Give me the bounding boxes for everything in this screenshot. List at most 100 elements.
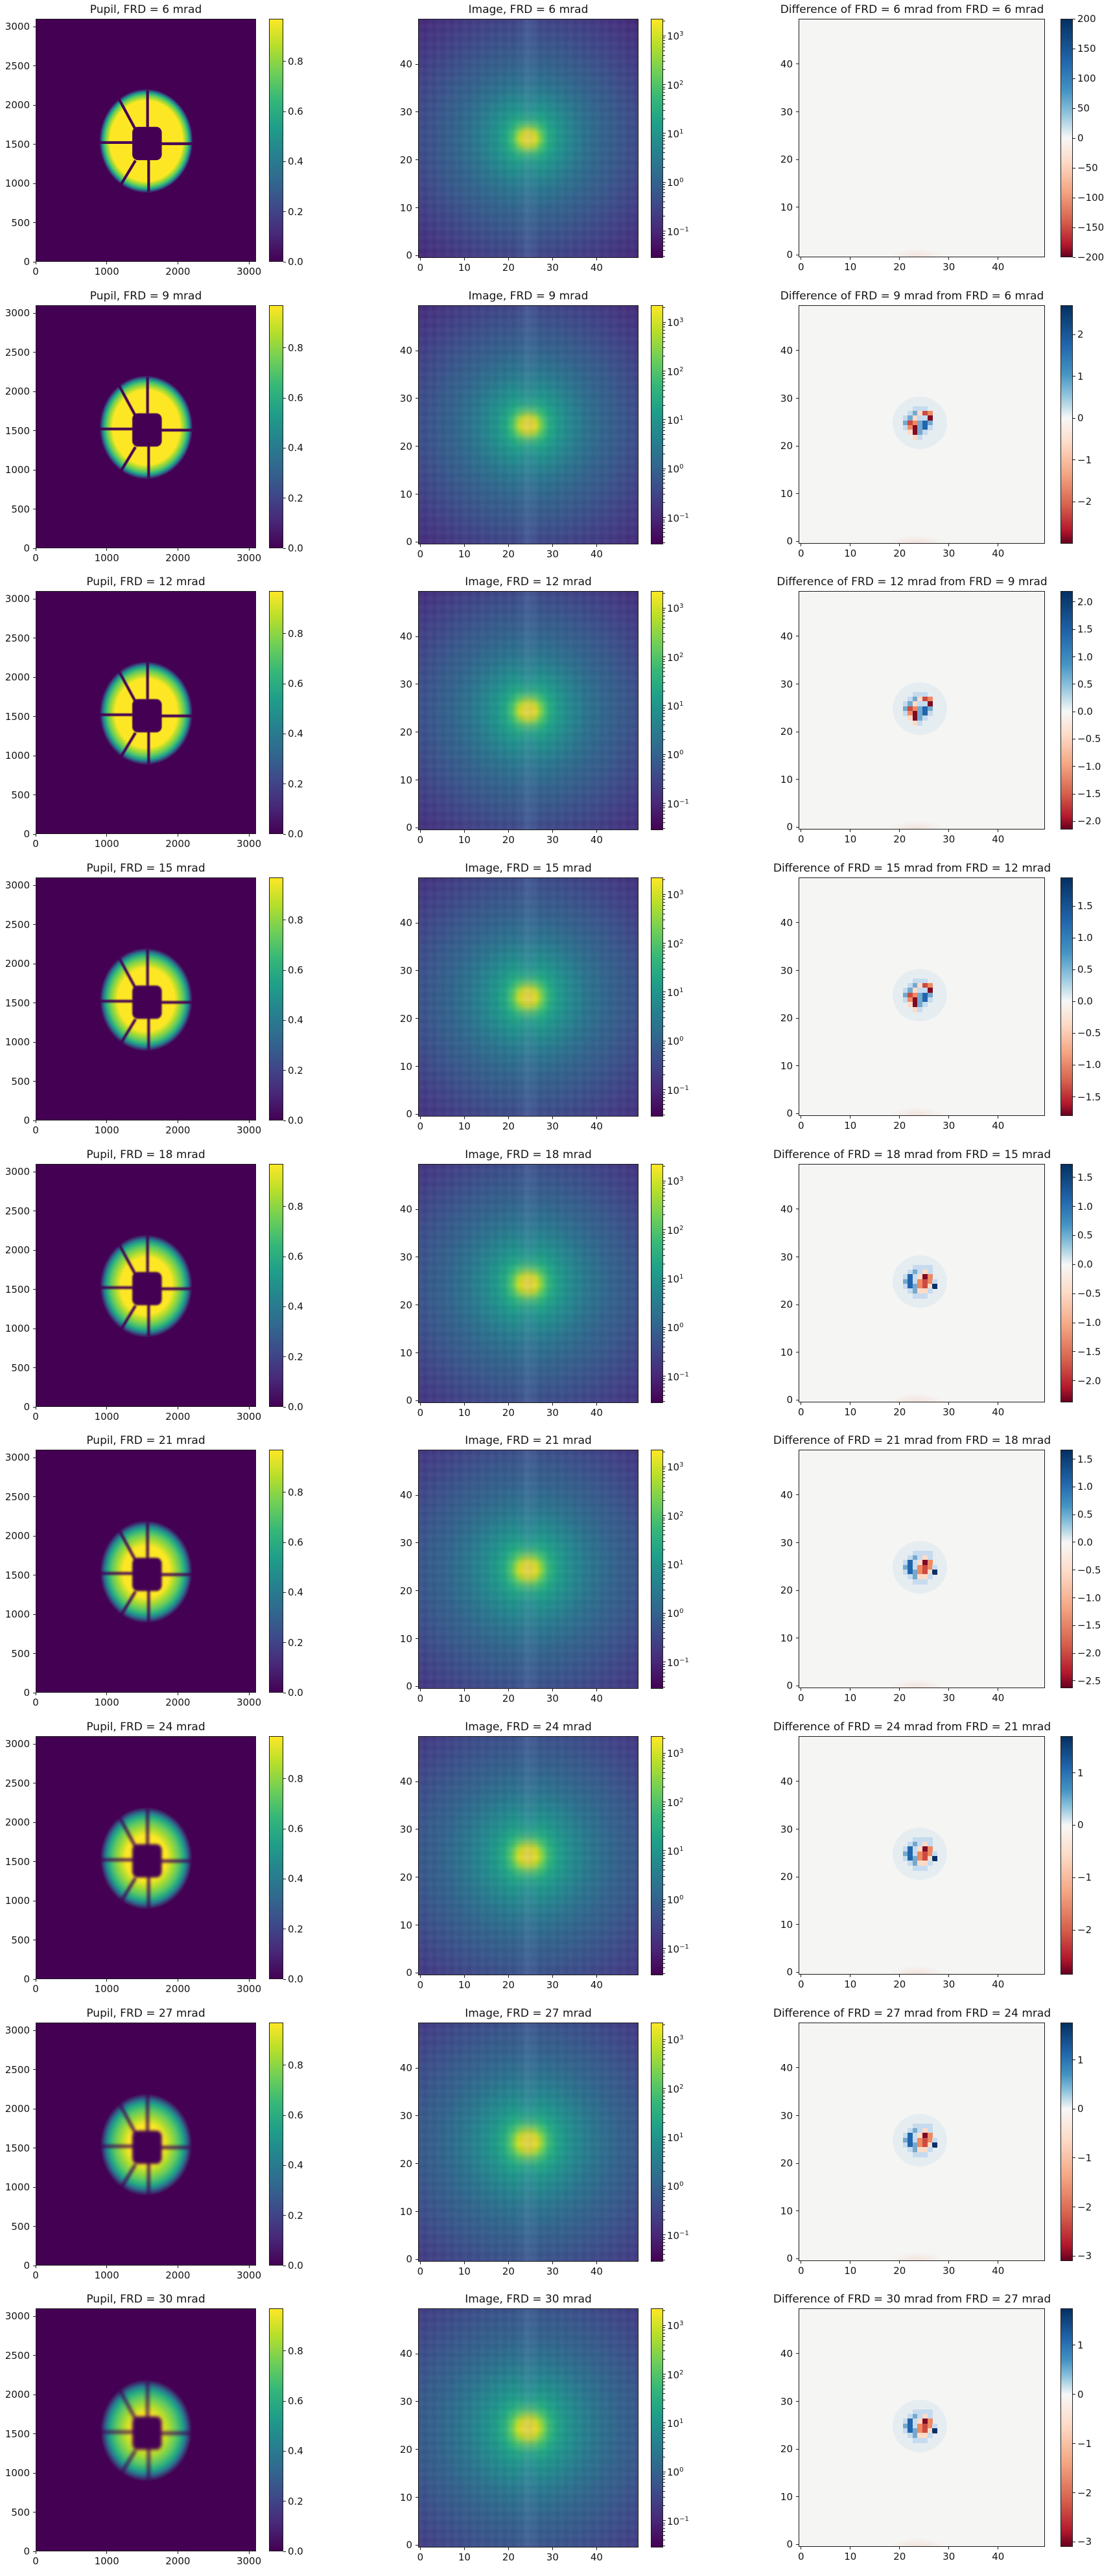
x-tick-label: 0 xyxy=(32,1983,39,1995)
x-tick-label: 40 xyxy=(590,1120,603,1132)
y-tick-label: 20 xyxy=(780,1299,793,1311)
diff-pixel xyxy=(917,1570,923,1575)
panel-image-frd-15: Image, FRD = 15 mrad 0 10 20 30 40 0 10 20 30 40 10… xyxy=(371,859,742,1145)
y-tick-label: 2000 xyxy=(5,1244,30,1257)
y-tick-label: 0 xyxy=(786,2538,793,2551)
colorbar-tick-label: 0.4 xyxy=(288,2445,303,2457)
axis-tick-mark xyxy=(663,2122,665,2123)
axis-tick-mark xyxy=(416,1400,418,1401)
axis-tick-mark xyxy=(663,1378,665,1379)
axis-tick-mark xyxy=(552,544,553,547)
x-tick-label: 40 xyxy=(992,833,1005,845)
axis-tick-mark xyxy=(33,104,36,106)
y-tick-label: 30 xyxy=(399,392,412,404)
axis-tick-mark xyxy=(663,1738,665,1739)
diff-pixel xyxy=(917,2133,923,2139)
diff-pixel xyxy=(917,2413,923,2419)
diff-pixel xyxy=(927,420,933,426)
axis-tick-mark xyxy=(33,1822,36,1823)
diff-pixel xyxy=(912,701,918,707)
axis-tick-mark xyxy=(663,2408,665,2409)
axis-tick-mark xyxy=(596,544,597,547)
y-tick-label: 2500 xyxy=(5,632,30,644)
colorbar-tick-label: 103 xyxy=(667,1748,684,1760)
y-tick-label: 30 xyxy=(780,392,793,404)
diff-pixel xyxy=(927,1264,933,1270)
pupil-square-obscuration xyxy=(132,413,162,447)
axis-tick-mark xyxy=(899,257,900,260)
y-tick-label: 500 xyxy=(11,789,30,801)
colorbar-tick-label: −3 xyxy=(1077,2536,1092,2548)
axis-tick-mark xyxy=(663,1200,665,1201)
x-tick-label: 10 xyxy=(458,834,471,846)
x-tick-label: 40 xyxy=(992,2265,1005,2277)
axis-tick-mark xyxy=(1073,417,1075,419)
axis-tick-mark xyxy=(663,1097,665,1098)
axis-tick-mark xyxy=(663,329,665,331)
axis-tick-mark xyxy=(1073,1380,1075,1382)
axis-tick-mark xyxy=(796,493,799,494)
diff-pixel xyxy=(908,1570,913,1575)
colorbar-tick-label: 1.5 xyxy=(1077,900,1093,912)
axis-tick-mark xyxy=(416,2067,418,2069)
panel-title: Pupil, FRD = 9 mrad xyxy=(89,290,202,303)
axis-tick-mark xyxy=(663,445,665,446)
psf-heatmap xyxy=(418,2308,639,2547)
diff-pixel xyxy=(902,415,908,421)
axis-tick-mark xyxy=(663,2107,665,2109)
pupil-square-obscuration xyxy=(132,1271,162,1306)
diff-pixel xyxy=(912,2413,918,2419)
axis-tick-mark xyxy=(283,397,286,399)
diff-pixel xyxy=(912,406,918,412)
diff-pixel xyxy=(922,2423,928,2429)
diff-pixel xyxy=(932,2423,938,2429)
axis-tick-mark xyxy=(663,1341,665,1343)
colorbar-tick-label: −150 xyxy=(1077,222,1105,233)
axis-tick-mark xyxy=(552,1689,553,1691)
diff-pixel xyxy=(917,997,923,1003)
colorbar-tick-label: 100 xyxy=(667,463,684,476)
diff-pixel xyxy=(927,2409,933,2415)
y-tick-label: 1500 xyxy=(5,424,30,437)
axis-tick-mark xyxy=(796,2210,799,2212)
x-tick-label: 0 xyxy=(417,2551,424,2563)
axis-tick-mark xyxy=(796,2163,799,2164)
pupil-square-obscuration xyxy=(132,1844,162,1878)
axis-tick-mark xyxy=(663,1962,665,1964)
y-tick-label: 0 xyxy=(23,1687,30,1699)
axis-tick-mark xyxy=(1073,459,1075,461)
x-tick-label: 30 xyxy=(943,1120,955,1131)
axis-tick-mark xyxy=(283,111,286,112)
axis-tick-mark xyxy=(796,826,799,828)
axis-tick-mark xyxy=(663,233,665,234)
axis-tick-mark xyxy=(508,2262,509,2264)
colorbar-tick-label: 103 xyxy=(667,603,684,615)
axis-tick-mark xyxy=(283,2551,286,2552)
pupil-obscurations xyxy=(100,2094,193,2196)
axis-tick-mark xyxy=(248,1693,250,1695)
axis-tick-mark xyxy=(663,1244,665,1245)
diff-pixel xyxy=(917,1555,923,1561)
axis-tick-mark xyxy=(419,258,421,261)
colorbar-tick-label: 103 xyxy=(667,889,684,901)
axis-tick-mark xyxy=(663,1666,665,1667)
y-tick-label: 40 xyxy=(399,345,412,357)
axis-tick-mark xyxy=(796,1065,799,1067)
x-tick-label: 2000 xyxy=(165,1124,191,1136)
axis-tick-mark xyxy=(283,1070,286,1071)
diff-pixel xyxy=(927,1574,933,1580)
diff-pixel xyxy=(908,2147,913,2153)
panel-difference-frd-18: Difference of FRD = 18 mrad from FRD = 1… xyxy=(742,1145,1113,1432)
pupil-heatmap xyxy=(36,1450,256,1693)
pupil-obscurations xyxy=(100,949,193,1050)
axis-tick-mark xyxy=(663,473,665,474)
axis-tick-mark xyxy=(663,1681,665,1682)
axis-tick-mark xyxy=(663,1638,665,1640)
axis-tick-mark xyxy=(283,1542,286,1543)
diff-pixel xyxy=(922,711,928,716)
colorbar xyxy=(269,2308,283,2551)
x-tick-label: 30 xyxy=(546,1979,559,1991)
y-tick-label: 20 xyxy=(399,1584,412,1597)
diff-pixel xyxy=(917,2123,923,2129)
axis-tick-mark xyxy=(416,2163,418,2164)
